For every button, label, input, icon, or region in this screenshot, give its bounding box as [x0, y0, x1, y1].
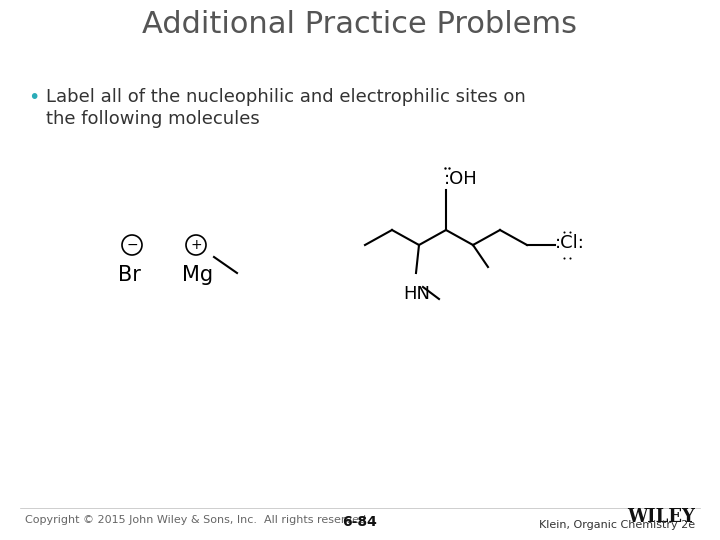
Text: Copyright © 2015 John Wiley & Sons, Inc.  All rights reserved.: Copyright © 2015 John Wiley & Sons, Inc.…	[25, 515, 370, 525]
Text: −: −	[126, 238, 138, 252]
Text: Klein, Organic Chemistry 2e: Klein, Organic Chemistry 2e	[539, 520, 695, 530]
Text: Br: Br	[118, 265, 141, 285]
Text: 6-84: 6-84	[343, 515, 377, 529]
Text: Additional Practice Problems: Additional Practice Problems	[143, 10, 577, 39]
Text: :Cl:: :Cl:	[555, 234, 585, 252]
Text: Label all of the nucleophilic and electrophilic sites on: Label all of the nucleophilic and electr…	[46, 88, 526, 106]
Text: +: +	[190, 238, 202, 252]
Text: Mg: Mg	[182, 265, 213, 285]
Text: WILEY: WILEY	[627, 508, 695, 526]
Text: HN: HN	[403, 285, 430, 303]
Text: the following molecules: the following molecules	[46, 110, 260, 128]
Text: •: •	[28, 88, 40, 107]
Text: :OH: :OH	[444, 170, 478, 188]
